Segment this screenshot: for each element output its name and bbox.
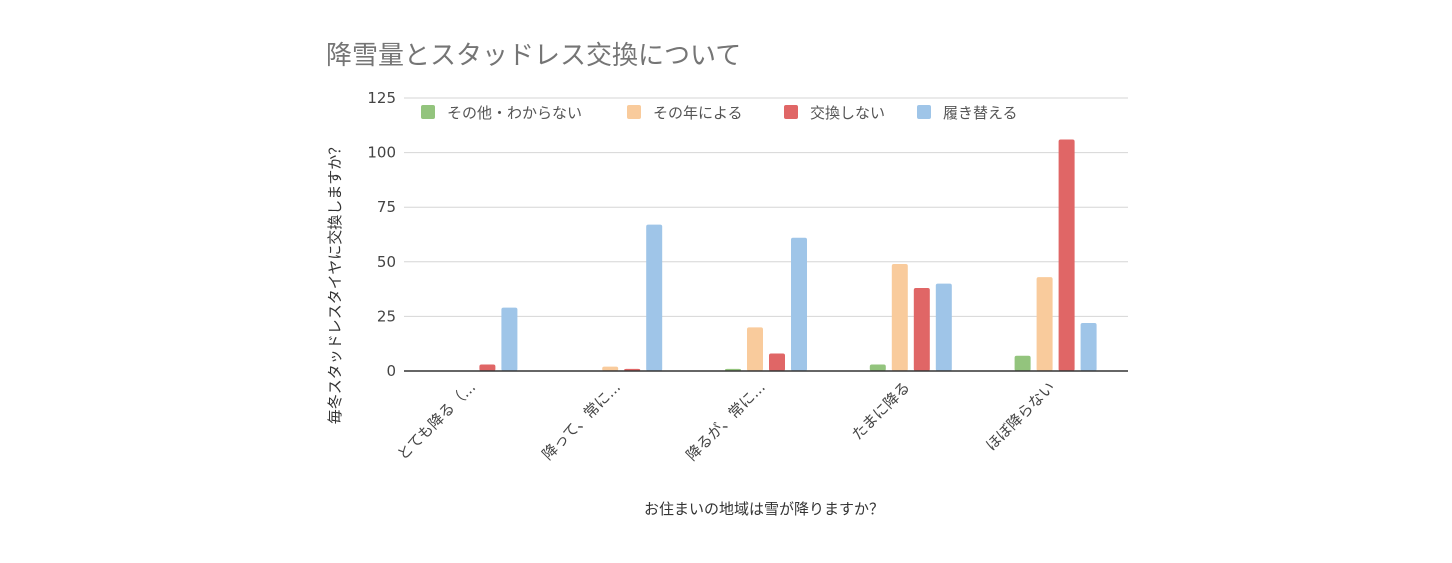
legend: その他・わからない その年による 交換しない 履き替える — [421, 104, 1018, 122]
legend-swatch — [627, 105, 641, 119]
bar — [791, 237, 807, 371]
chart-title: 降雪量とスタッドレス交換について — [326, 41, 741, 71]
gridlines — [404, 97, 1128, 317]
bar — [501, 307, 518, 371]
legend-label: 履き替える — [943, 104, 1018, 122]
x-tick-label: 降るが、常に... — [683, 378, 769, 464]
bars — [479, 139, 1097, 371]
y-tick-label: 0 — [386, 362, 396, 380]
x-axis-title: お住まいの地域は雪が降りますか？ — [644, 500, 884, 518]
y-tick-label: 100 — [367, 144, 396, 162]
bar — [1080, 322, 1097, 371]
y-tick-label: 25 — [377, 307, 396, 325]
bar — [646, 224, 663, 371]
y-tick-label: 125 — [367, 89, 396, 107]
bar — [1058, 139, 1075, 371]
bar — [1014, 355, 1031, 371]
bar — [747, 327, 763, 371]
bar — [479, 364, 496, 371]
bar — [769, 353, 785, 371]
x-tick-label: ほぼ降らない — [982, 378, 1058, 454]
x-axis-ticks: とても降る（... 降って、常に... 降るが、常に... たまに降る ほぼ降らない — [394, 378, 1059, 464]
bar — [602, 366, 619, 371]
bar — [1036, 277, 1053, 371]
y-tick-label: 75 — [377, 198, 396, 216]
x-tick-label: たまに降る — [848, 378, 913, 443]
legend-swatch — [784, 105, 798, 119]
bar — [891, 263, 908, 371]
x-tick-label: 降って、常に... — [539, 378, 624, 463]
legend-label: 交換しない — [810, 104, 885, 122]
y-axis-title: 毎冬スタッドレスタイヤに交換しますか？ — [326, 140, 344, 425]
bar — [913, 288, 930, 371]
y-axis-ticks: 0 25 50 75 100 125 — [367, 89, 396, 380]
x-tick-label: とても降る（... — [394, 378, 480, 464]
legend-label: その年による — [653, 104, 743, 122]
bar — [869, 364, 886, 371]
legend-swatch — [917, 105, 931, 119]
bar — [935, 283, 952, 371]
legend-label: その他・わからない — [447, 104, 582, 122]
legend-swatch — [421, 105, 435, 119]
y-tick-label: 50 — [377, 253, 396, 271]
